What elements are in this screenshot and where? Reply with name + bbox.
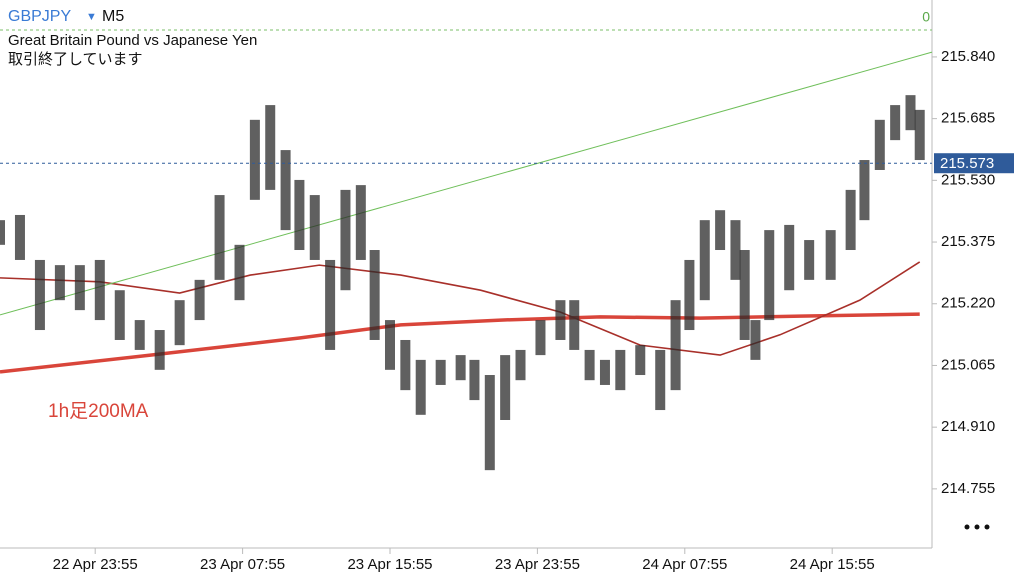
price-bar <box>569 300 580 350</box>
price-bar <box>400 339 411 391</box>
price-bar <box>905 95 916 131</box>
price-bar <box>764 230 775 321</box>
price-bar <box>515 349 526 381</box>
price-bar <box>615 349 626 391</box>
y-tick-label: 215.530 <box>941 171 995 188</box>
y-tick-label: 215.685 <box>941 110 995 127</box>
x-tick-label: 23 Apr 23:55 <box>495 556 580 573</box>
price-bar <box>34 259 45 331</box>
price-bar <box>294 179 305 251</box>
price-bar <box>484 375 495 471</box>
price-bar <box>555 300 566 340</box>
price-bar <box>174 300 185 346</box>
y-tick-label: 215.840 <box>941 48 995 65</box>
last-price-label: 215.573 <box>940 155 994 172</box>
price-bar <box>435 359 446 385</box>
x-tick-label: 23 Apr 07:55 <box>200 556 285 573</box>
last-price-box <box>934 153 1014 174</box>
timeframe[interactable]: M5 <box>102 8 124 25</box>
price-bar <box>54 265 65 301</box>
price-bar <box>599 359 610 385</box>
x-tick-label: 24 Apr 15:55 <box>790 556 875 573</box>
menu-dot <box>984 524 990 530</box>
price-bar <box>355 185 366 260</box>
price-bar <box>859 160 870 221</box>
price-bar <box>280 150 291 231</box>
moving-average-line <box>0 51 933 316</box>
price-bar <box>535 320 546 356</box>
y-tick-label: 215.220 <box>941 295 995 312</box>
y-tick-label: 214.910 <box>941 418 995 435</box>
price-bar <box>469 359 480 401</box>
menu-dot <box>974 524 980 530</box>
price-bar <box>684 259 695 331</box>
description: Great Britain Pound vs Japanese Yen <box>8 32 257 49</box>
annotation: 1h足200MA <box>48 401 149 422</box>
moving-average-line <box>0 261 921 356</box>
price-bar <box>699 220 710 301</box>
plot-area <box>0 51 933 471</box>
price-bar <box>655 349 666 411</box>
x-tick-label: 22 Apr 23:55 <box>53 556 138 573</box>
price-bar <box>584 349 595 381</box>
price-bar <box>74 265 85 311</box>
y-tick-label: 215.375 <box>941 233 995 250</box>
price-bar <box>265 105 276 190</box>
price-bar <box>249 119 260 200</box>
price-bar <box>384 320 395 370</box>
price-bar <box>455 355 466 381</box>
y-tick-label: 215.065 <box>941 356 995 373</box>
price-bar <box>194 279 205 321</box>
x-tick-label: 24 Apr 07:55 <box>642 556 727 573</box>
price-bar <box>500 355 511 420</box>
x-tick-label: 23 Apr 15:55 <box>347 556 432 573</box>
price-bar <box>730 220 741 280</box>
level-label: 0 <box>922 9 930 25</box>
price-bar <box>325 259 336 350</box>
menu-dot <box>964 524 970 530</box>
price-bar <box>890 105 901 141</box>
price-bar <box>154 330 165 370</box>
price-bar <box>369 250 380 340</box>
price-bar <box>14 214 25 260</box>
more-menu[interactable] <box>964 524 990 530</box>
price-bar <box>750 320 761 360</box>
price-bar <box>214 195 225 280</box>
price-bar <box>670 300 681 391</box>
price-bar <box>340 189 351 291</box>
market-status: 取引終了しています <box>8 51 143 68</box>
price-bar <box>845 189 856 251</box>
price-bar <box>415 359 426 415</box>
price-bar <box>739 250 750 340</box>
price-bar <box>804 240 815 280</box>
price-bar <box>114 290 125 340</box>
price-bar <box>914 109 925 161</box>
price-bar <box>309 195 320 260</box>
price-bar <box>825 230 836 280</box>
symbol[interactable]: GBPJPY <box>8 8 71 25</box>
price-bar <box>0 220 5 245</box>
price-bar <box>134 320 145 350</box>
price-bar <box>94 259 105 321</box>
price-bar <box>784 224 795 291</box>
price-bar <box>635 345 646 376</box>
symbol-dropdown[interactable]: ▼ <box>86 11 97 23</box>
price-bar <box>234 244 245 301</box>
price-bar <box>874 119 885 170</box>
y-tick-label: 214.755 <box>941 480 995 497</box>
price-bar <box>715 210 726 251</box>
